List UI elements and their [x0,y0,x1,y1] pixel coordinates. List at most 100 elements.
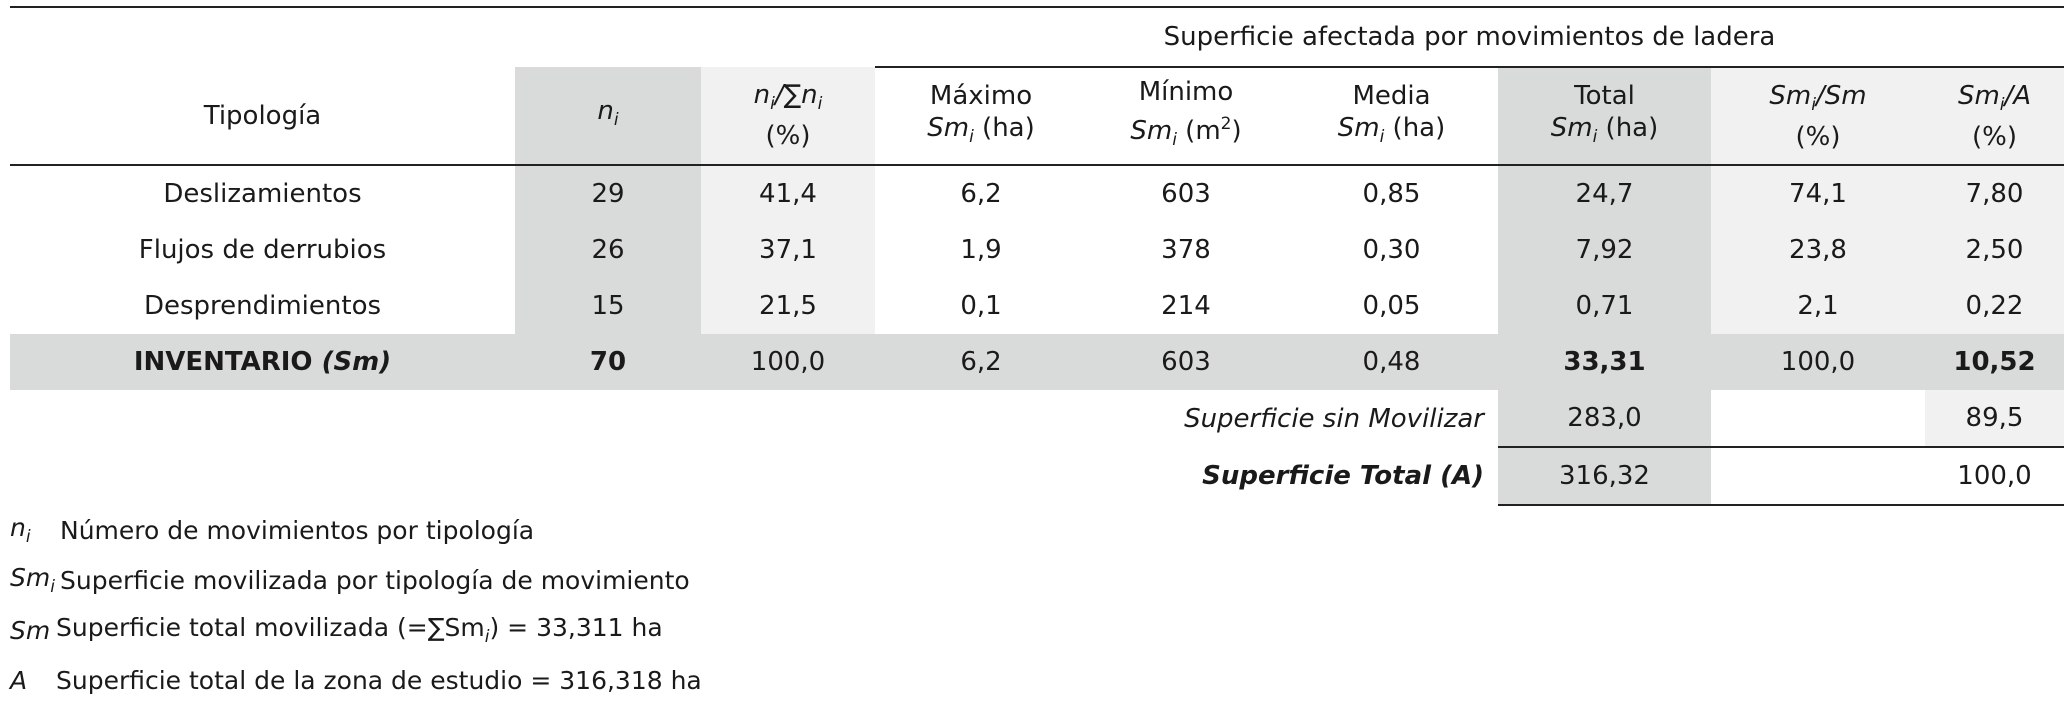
col-smsm-symbol: Sm [1769,80,1812,111]
col-ratio: ni/∑ni (%) [701,67,875,166]
cell-smsm: 2,1 [1711,278,1925,334]
col-min-unit: (m [1176,116,1221,146]
col-ni-subscript: i [613,110,619,130]
col-sma-subscript: i [1999,94,2005,115]
cell-ratio: 100,0 [701,334,875,390]
col-min: Mínimo Smi (m2) [1087,67,1285,166]
col-ratio-sub1: i [770,94,775,114]
cell-total: 24,7 [1498,165,1711,222]
col-media-symbol: Sm [1337,112,1380,143]
legend-text: Superficie total de la zona de estudio =… [56,665,702,695]
col-ratio-sub2: i [817,94,823,114]
col-min-symbol: Sm [1130,116,1173,146]
col-sma: Smi/A (%) [1925,67,2064,166]
table-row-deslizamientos: Deslizamientos 29 41,4 6,2 603 0,85 24,7… [10,165,2064,222]
col-smsm-unit: (%) [1795,121,1841,152]
cell-min: 378 [1161,235,1211,265]
cell-min: 603 [1087,334,1285,390]
cell-sma: 7,80 [1925,165,2064,222]
col-ni: ni [515,67,701,166]
sin-movilizar-sma: 89,5 [1925,390,2064,448]
col-media: Media Smi (ha) [1285,67,1498,166]
inventario-label-text: INVENTARIO [133,347,322,377]
col-min-superscript: 2 [1220,114,1232,134]
cell-max: 1,9 [960,235,1002,265]
table-row-desprendimientos: Desprendimientos 15 21,5 0,1 214 0,05 0,… [10,278,2064,334]
col-sma-unit: (%) [1972,121,2017,152]
col-max: Máximo Smi (ha) [875,67,1087,166]
col-sma-rest: /A [2004,80,2032,111]
col-ratio-unit: (%) [765,121,811,151]
superficie-total-total: 316,32 [1498,447,1711,506]
superficie-total-sma: 100,0 [1925,447,2064,506]
cell-total: 0,71 [1498,278,1711,334]
cell-ratio: 37,1 [701,222,875,278]
col-max-word: Máximo [929,80,1033,111]
inventario-label-symbol: (Sm) [321,347,392,377]
col-max-symbol: Sm [927,112,970,143]
cell-total: 7,92 [1498,222,1711,278]
legend-text: Superficie movilizada por tipología de m… [60,565,690,595]
cell-sma: 10,52 [1925,334,2064,390]
table-row-inventario: INVENTARIO (Sm) 70 100,0 6,2 603 0,48 33… [10,334,2064,390]
col-total: Total Smi (ha) [1498,67,1711,166]
legend-text: Número de movimientos por tipología [60,515,535,545]
table-row-flujos: Flujos de derrubios 26 37,1 1,9 378 0,30… [10,222,2064,278]
col-max-unit: (ha) [973,112,1035,143]
landslide-surface-table: Superficie afectada por movimientos de l… [10,6,2064,506]
superficie-total-smsm-empty [1711,447,1925,506]
cell-sma: 0,22 [1925,278,2064,334]
group-header-row: Superficie afectada por movimientos de l… [10,8,2064,68]
col-min-word: Mínimo [1138,77,1234,107]
cell-smsm: 100,0 [1711,334,1925,390]
col-media-unit: (ha) [1384,112,1446,143]
col-max-subscript: i [969,126,974,147]
col-smsm-rest: /Sm [1815,80,1867,111]
legend-symbol: A [10,665,28,695]
cell-ni: 29 [515,165,701,222]
cell-ni: 15 [515,278,701,334]
col-ni-symbol: n [597,96,614,126]
col-ratio-n: n [753,80,771,110]
cell-tipologia: Deslizamientos [163,179,362,209]
table-legend: ni Número de movimientos por tipología S… [10,505,702,705]
sin-movilizar-total: 283,0 [1498,390,1711,448]
col-smsm: Smi/Sm (%) [1711,67,1925,166]
legend-item-ni: ni Número de movimientos por tipología [10,505,702,555]
cell-min: 214 [1161,291,1211,321]
column-header-row: Tipología ni ni/∑ni (%) Máximo Smi (ha) … [10,67,2064,166]
col-min-close: ) [1231,116,1242,146]
legend-item-a: A Superficie total de la zona de estudio… [10,655,702,705]
col-total-word: Total [1574,80,1635,111]
cell-ratio: 41,4 [701,165,875,222]
col-tipologia: Tipología [10,67,515,166]
cell-ratio: 21,5 [701,278,875,334]
legend-symbol: ni [10,513,31,547]
cell-total: 33,31 [1498,334,1711,390]
cell-max: 0,1 [960,291,1002,321]
cell-sma: 2,50 [1925,222,2064,278]
cell-inventario-label: INVENTARIO (Sm) [10,334,515,390]
col-media-subscript: i [1379,126,1385,147]
legend-symbol: Smi [10,563,55,597]
legend-symbol: Sm [10,615,51,645]
cell-media: 0,05 [1362,291,1421,321]
cell-media: 0,48 [1285,334,1498,390]
landslide-table-container: Superficie afectada por movimientos de l… [10,6,2064,506]
cell-media: 0,85 [1362,179,1421,209]
sin-movilizar-label: Superficie sin Movilizar [1184,403,1484,434]
superficie-total-label: Superficie Total (A) [1202,461,1484,491]
col-smsm-subscript: i [1811,94,1816,115]
cell-min: 603 [1161,179,1211,209]
cell-tipologia: Flujos de derrubios [138,235,387,265]
cell-smsm: 74,1 [1711,165,1925,222]
col-total-symbol: Sm [1550,112,1593,143]
col-total-subscript: i [1592,126,1598,147]
cell-max: 6,2 [875,334,1087,390]
col-total-unit: (ha) [1597,112,1659,143]
col-sma-symbol: Sm [1957,80,2000,111]
legend-text: Superficie total movilizada (=∑Smi) = 33… [56,613,663,647]
table-row-sin-movilizar: Superficie sin Movilizar 283,0 89,5 [10,390,2064,448]
cell-tipologia: Desprendimientos [143,291,382,321]
cell-ni: 26 [515,222,701,278]
